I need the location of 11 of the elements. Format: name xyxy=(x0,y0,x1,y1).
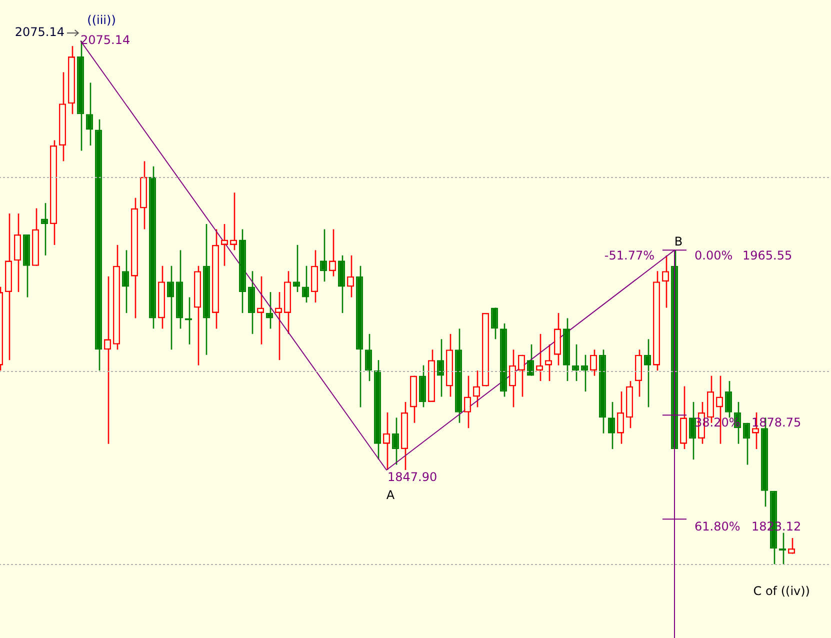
annotation: 0.00% xyxy=(694,248,733,262)
annotation: B xyxy=(674,234,683,248)
text: ((iii)) xyxy=(87,12,116,27)
annotation: 1847.90 xyxy=(388,470,438,484)
annotation: 2075.14 xyxy=(80,32,130,47)
text: 2075.14 xyxy=(14,24,64,39)
annotation: 1965.55 xyxy=(742,248,792,262)
annotation: A xyxy=(386,488,396,502)
annotation: -51.77% xyxy=(604,248,654,262)
text: C of ((iv)) xyxy=(753,584,810,598)
annotation: 61.80% xyxy=(694,519,740,534)
